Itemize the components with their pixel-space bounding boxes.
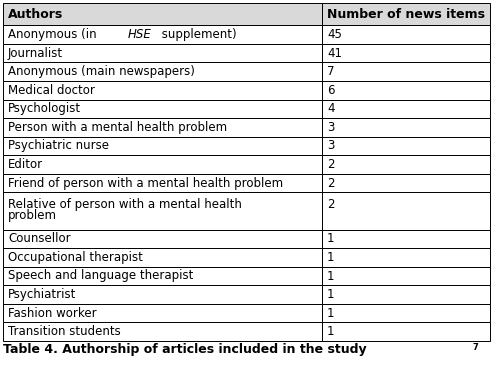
Text: Relative of person with a mental health: Relative of person with a mental health xyxy=(8,198,242,211)
Text: 1: 1 xyxy=(327,269,334,283)
Text: Psychiatrist: Psychiatrist xyxy=(8,288,76,301)
Bar xyxy=(322,137,490,155)
Bar xyxy=(3,285,322,304)
Text: Anonymous (in: Anonymous (in xyxy=(8,28,101,41)
Text: 6: 6 xyxy=(327,84,334,97)
Bar xyxy=(3,137,322,155)
Text: Table 4. Authorship of articles included in the study: Table 4. Authorship of articles included… xyxy=(3,343,367,356)
Bar xyxy=(322,81,490,100)
Text: Fashion worker: Fashion worker xyxy=(8,307,97,320)
Text: 7: 7 xyxy=(327,65,334,78)
Text: 1: 1 xyxy=(327,307,334,320)
Text: Psychologist: Psychologist xyxy=(8,102,81,115)
Bar xyxy=(322,267,490,285)
Bar xyxy=(3,192,322,230)
Bar xyxy=(322,174,490,192)
Text: 7: 7 xyxy=(472,343,478,352)
Bar xyxy=(3,174,322,192)
Bar xyxy=(322,44,490,62)
Bar xyxy=(3,100,322,118)
Text: 45: 45 xyxy=(327,28,342,41)
Text: Editor: Editor xyxy=(8,158,43,171)
Bar xyxy=(3,230,322,248)
Text: 1: 1 xyxy=(327,251,334,264)
Bar xyxy=(3,322,322,341)
Text: Transition students: Transition students xyxy=(8,325,121,338)
Bar xyxy=(322,3,490,25)
Bar xyxy=(3,81,322,100)
Text: HSE: HSE xyxy=(127,28,151,41)
Bar xyxy=(3,248,322,267)
Text: Medical doctor: Medical doctor xyxy=(8,84,95,97)
Text: Occupational therapist: Occupational therapist xyxy=(8,251,143,264)
Text: Table 4. Authorship of articles included in the study: Table 4. Authorship of articles included… xyxy=(3,343,367,356)
Bar xyxy=(322,248,490,267)
Bar xyxy=(322,100,490,118)
Bar xyxy=(322,155,490,174)
Bar xyxy=(3,62,322,81)
Text: 41: 41 xyxy=(327,47,342,59)
Text: problem: problem xyxy=(8,209,57,222)
Bar xyxy=(322,230,490,248)
Text: 3: 3 xyxy=(327,121,334,134)
Text: Counsellor: Counsellor xyxy=(8,233,70,245)
Text: Person with a mental health problem: Person with a mental health problem xyxy=(8,121,227,134)
Text: Number of news items: Number of news items xyxy=(327,8,485,21)
Text: Speech and language therapist: Speech and language therapist xyxy=(8,269,193,283)
Text: Friend of person with a mental health problem: Friend of person with a mental health pr… xyxy=(8,177,283,190)
Bar xyxy=(3,25,322,44)
Text: 1: 1 xyxy=(327,233,334,245)
Text: Journalist: Journalist xyxy=(8,47,63,59)
Bar xyxy=(3,118,322,137)
Bar xyxy=(322,322,490,341)
Text: supplement): supplement) xyxy=(158,28,237,41)
Text: 4: 4 xyxy=(327,102,334,115)
Bar xyxy=(3,155,322,174)
Bar xyxy=(3,267,322,285)
Text: 2: 2 xyxy=(327,158,334,171)
Bar xyxy=(3,44,322,62)
Bar xyxy=(322,192,490,230)
Bar xyxy=(322,25,490,44)
Text: 2: 2 xyxy=(327,198,334,211)
Bar xyxy=(322,285,490,304)
Text: 1: 1 xyxy=(327,288,334,301)
Text: 3: 3 xyxy=(327,139,334,153)
Text: Anonymous (main newspapers): Anonymous (main newspapers) xyxy=(8,65,195,78)
Text: 1: 1 xyxy=(327,325,334,338)
Bar xyxy=(322,118,490,137)
Text: Authors: Authors xyxy=(8,8,63,21)
Text: 2: 2 xyxy=(327,177,334,190)
Bar xyxy=(3,304,322,322)
Bar xyxy=(322,304,490,322)
Text: Psychiatric nurse: Psychiatric nurse xyxy=(8,139,109,153)
Bar xyxy=(322,62,490,81)
Bar xyxy=(3,3,322,25)
